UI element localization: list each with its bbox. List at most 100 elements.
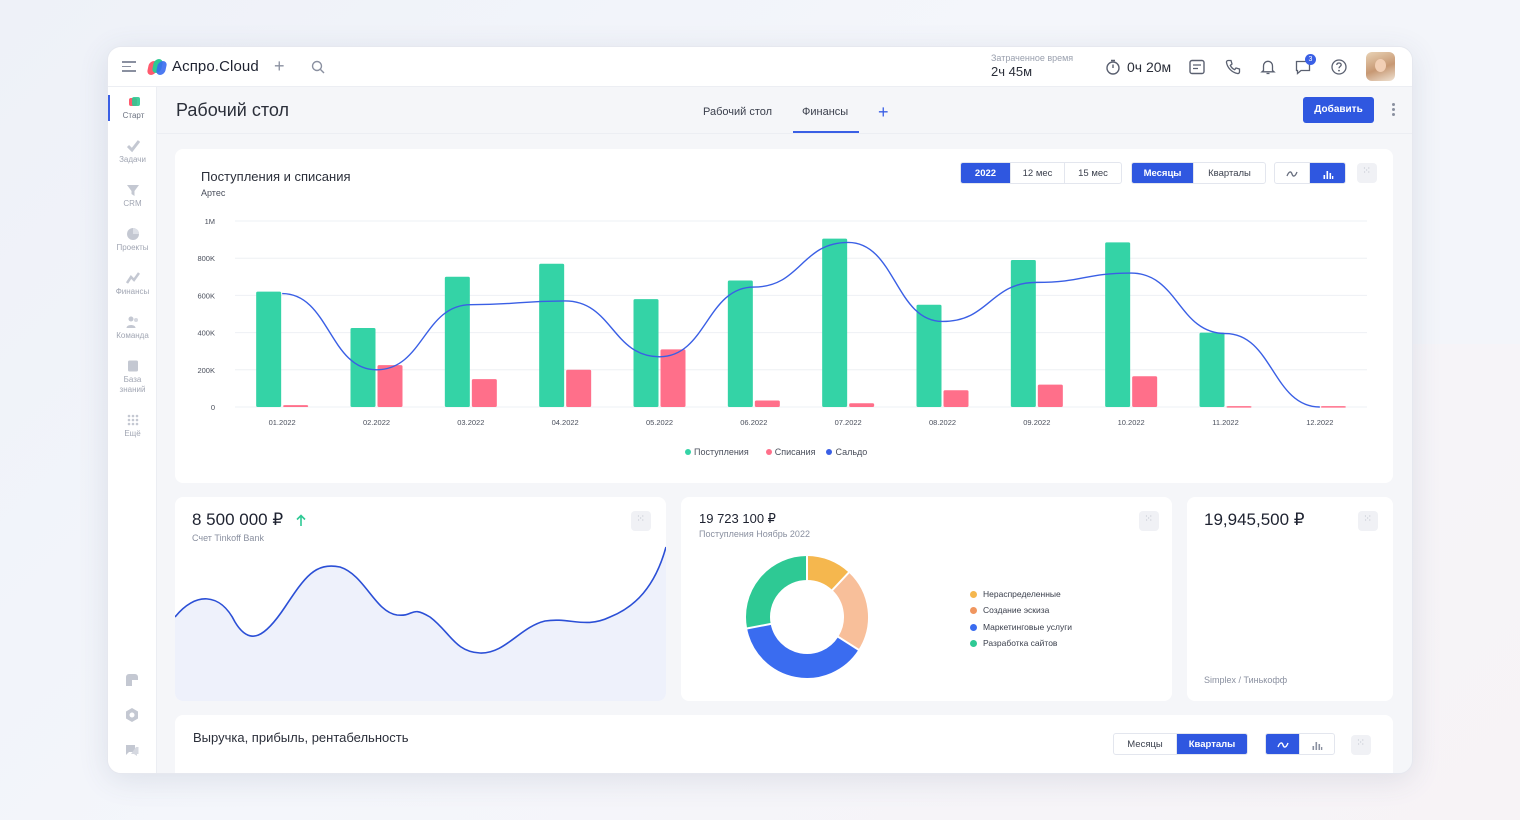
search-icon[interactable]	[311, 60, 325, 74]
add-button[interactable]: Добавить	[1303, 97, 1374, 123]
logo-mark-icon	[146, 58, 168, 75]
app-name: Аспро.Cloud	[172, 58, 259, 75]
x-tick-label: 02.2022	[363, 418, 390, 427]
tab-finance[interactable]: Финансы	[802, 106, 849, 118]
donut-separator	[836, 635, 860, 652]
period-15-months[interactable]: 15 мес	[1078, 168, 1108, 179]
period-12-months[interactable]: 12 мес	[1011, 163, 1065, 183]
y-tick-label: 600K	[197, 291, 215, 300]
timer[interactable]: 0ч 20м	[1105, 59, 1171, 75]
drag-handle-icon[interactable]	[1357, 163, 1377, 183]
menu-toggle-icon[interactable]	[122, 61, 136, 75]
donut-segment	[746, 556, 808, 629]
expense-bar	[1320, 406, 1346, 408]
income-bar	[1105, 242, 1131, 407]
x-tick-label: 01.2022	[269, 418, 296, 427]
donut-legend-item: Нераспределенные	[970, 589, 1061, 599]
bank-balance-sparkline	[175, 546, 666, 701]
expense-bar	[754, 400, 780, 407]
line-view-button[interactable]	[1266, 734, 1300, 754]
start-icon	[128, 97, 140, 106]
sidebar-item-projects[interactable]: Проекты	[108, 227, 157, 253]
sidebar-item-tasks[interactable]: Задачи	[108, 139, 157, 165]
y-tick-label: 1M	[205, 217, 215, 226]
expense-bar	[660, 349, 686, 407]
line-chart-icon	[1276, 742, 1289, 748]
settings-icon[interactable]	[124, 707, 140, 723]
sidebar-item-label: Команда	[116, 331, 149, 340]
support-chat-icon[interactable]	[124, 742, 140, 758]
group-months[interactable]: Месяцы	[1132, 163, 1194, 183]
group-months[interactable]: Месяцы	[1114, 734, 1177, 754]
y-tick-label: 0	[211, 403, 215, 412]
expense-bar	[1226, 406, 1252, 408]
sidebar-item-label: База знаний	[119, 375, 146, 394]
balance-caption: Simplex / Тинькофф	[1204, 675, 1288, 685]
income-bar	[1199, 332, 1225, 407]
quick-add-icon[interactable]: +	[274, 56, 285, 76]
page-menu-icon[interactable]	[1392, 103, 1395, 118]
x-tick-label: 12.2022	[1306, 418, 1333, 427]
sidebar-item-label: CRM	[123, 199, 142, 208]
y-tick-label: 400K	[197, 329, 215, 338]
legend-swatch	[970, 590, 977, 598]
drag-handle-icon[interactable]	[1139, 511, 1159, 531]
group-quarters[interactable]: Кварталы	[1177, 734, 1247, 754]
x-tick-label: 06.2022	[740, 418, 767, 427]
legend-label: Создание эскиза	[983, 605, 1050, 615]
sidebar-item-start[interactable]: Старт	[108, 95, 157, 121]
drag-handle-icon[interactable]	[631, 511, 651, 531]
view-switch	[1274, 162, 1346, 184]
app-logo[interactable]: Аспро.Cloud	[146, 58, 259, 75]
help-icon[interactable]	[1330, 58, 1348, 76]
group-quarters[interactable]: Кварталы	[1208, 168, 1251, 179]
sparkline-area	[175, 547, 666, 701]
expense-bar	[471, 379, 497, 407]
sidebar-item-more[interactable]: Ещё	[108, 413, 157, 439]
active-tab-indicator	[793, 131, 859, 133]
balance-amount: 19,945,500 ₽	[1204, 510, 1305, 529]
expense-bar	[566, 369, 592, 407]
line-view-button[interactable]	[1275, 163, 1310, 183]
sidebar-item-finance[interactable]: Финансы	[108, 271, 157, 297]
trend-up-icon	[296, 514, 306, 526]
sidebar-item-knowledge-base[interactable]: База знаний	[108, 359, 157, 395]
sidebar-item-team[interactable]: Команда	[108, 315, 157, 341]
bell-icon[interactable]	[1259, 58, 1277, 76]
period-2022[interactable]: 2022	[961, 163, 1011, 183]
drag-handle-icon[interactable]	[1351, 735, 1371, 755]
bank-account-card: 8 500 000 ₽ Счет Tinkoff Bank	[175, 497, 666, 701]
legend-swatch	[970, 623, 977, 631]
sidebar-item-crm[interactable]: CRM	[108, 183, 157, 209]
time-spent-value: 2ч 45м	[991, 64, 1033, 79]
x-tick-label: 05.2022	[646, 418, 673, 427]
integrations-icon[interactable]	[124, 672, 140, 688]
period-switch: 2022 12 мес 15 мес	[960, 162, 1122, 184]
phone-icon[interactable]	[1224, 58, 1242, 76]
user-avatar[interactable]	[1366, 52, 1395, 81]
page-title: Рабочий стол	[176, 100, 289, 120]
income-bar	[256, 291, 282, 407]
card-title: Выручка, прибыль, рентабельность	[193, 730, 409, 745]
legend-swatch-income	[685, 449, 691, 455]
bar-view-button[interactable]	[1310, 163, 1345, 183]
income-bar	[1010, 260, 1036, 407]
bar-chart-icon	[1312, 742, 1323, 750]
sidebar-item-label: Задачи	[119, 155, 146, 164]
add-tab-icon[interactable]: +	[878, 102, 889, 122]
legend-swatch	[970, 639, 977, 647]
donut-separator	[830, 571, 851, 592]
drag-handle-icon[interactable]	[1358, 511, 1378, 531]
breakdown-amount: 19 723 100 ₽	[699, 511, 776, 526]
donut-legend-item: Разработка сайтов	[970, 638, 1057, 648]
expense-bar	[377, 365, 403, 407]
y-tick-label: 800K	[197, 254, 215, 263]
bar-view-button[interactable]	[1300, 734, 1334, 754]
income-bar	[822, 238, 848, 407]
balance-line	[282, 241, 1320, 408]
sidebar-item-label: Ещё	[124, 429, 141, 438]
sidebar-item-label: Финансы	[115, 287, 150, 296]
tab-desktop[interactable]: Рабочий стол	[703, 106, 773, 118]
legend-label: Маркетинговые услуги	[983, 622, 1073, 632]
notes-icon[interactable]	[1188, 58, 1206, 76]
